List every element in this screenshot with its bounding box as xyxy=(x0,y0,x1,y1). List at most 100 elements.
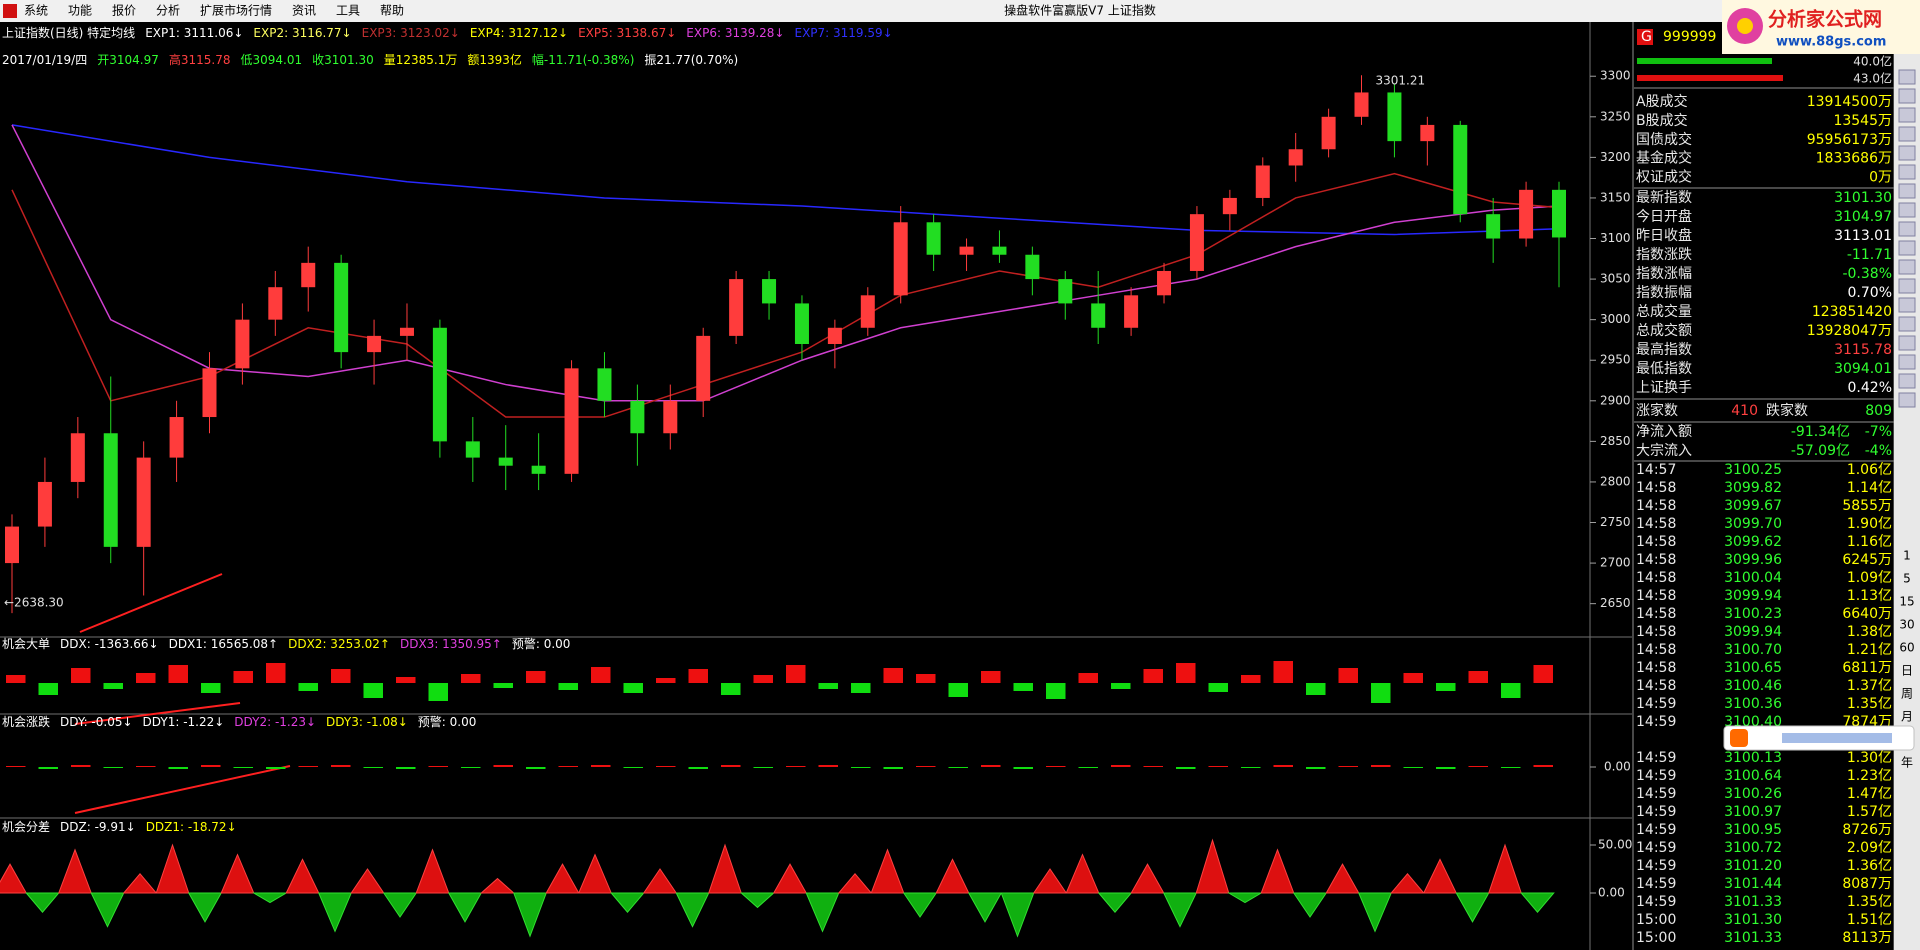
tick-time: 15:00 xyxy=(1636,930,1676,946)
tick-volume: 1.35亿 xyxy=(1847,696,1892,712)
indicator-value: 幅-11.71(-0.38%) xyxy=(532,52,635,67)
row-label: 最高指数 xyxy=(1636,341,1692,358)
menu-item[interactable]: 资讯 xyxy=(292,4,316,18)
menu-bar xyxy=(0,0,1920,22)
menu-item[interactable]: 系统 xyxy=(24,4,48,18)
tick-volume: 6640万 xyxy=(1842,606,1892,622)
side-toolbar xyxy=(1894,22,1920,950)
indicator-bar xyxy=(591,667,611,683)
period-button[interactable]: 5 xyxy=(1903,572,1911,586)
stock-code: 999999 xyxy=(1663,29,1716,45)
row-value: 13545万 xyxy=(1833,113,1892,129)
period-button[interactable]: 周 xyxy=(1901,687,1913,701)
candle-body xyxy=(827,327,842,344)
indicator-spike xyxy=(642,868,678,894)
indicator-bar xyxy=(721,683,741,695)
indicator-bar xyxy=(38,767,58,769)
y-tick-label: 3000 xyxy=(1600,312,1631,326)
indicator-bar xyxy=(233,767,253,768)
period-button[interactable]: 年 xyxy=(1901,756,1913,770)
indicator-value: 2017/01/19/四 xyxy=(2,53,87,67)
tick-time: 14:58 xyxy=(1636,516,1676,532)
tick-price: 3100.46 xyxy=(1724,678,1782,694)
period-button[interactable]: 1 xyxy=(1903,549,1911,563)
row-value: 0万 xyxy=(1869,170,1892,186)
candle-body xyxy=(959,246,974,255)
indicator-spike xyxy=(350,868,385,894)
row-label: 净流入额 xyxy=(1636,424,1692,440)
menu-item[interactable]: 分析 xyxy=(156,4,180,18)
tick-volume: 8726万 xyxy=(1842,822,1892,838)
period-button[interactable]: 30 xyxy=(1899,618,1914,632)
indicator-bar xyxy=(753,767,773,768)
tick-volume: 1.30亿 xyxy=(1847,750,1892,766)
row-label: 权证成交 xyxy=(1636,169,1692,186)
row-value: 3115.78 xyxy=(1834,342,1892,358)
row-value: 95956173万 xyxy=(1807,132,1892,148)
average-line xyxy=(11,124,1560,236)
indicator-spike xyxy=(479,877,516,894)
indicator-spike xyxy=(513,892,547,938)
tick-time: 14:58 xyxy=(1636,678,1676,694)
tick-volume: 1.35亿 xyxy=(1847,894,1892,910)
indicator-spike xyxy=(1357,892,1393,933)
indicator-bar xyxy=(558,766,578,767)
candle-body xyxy=(432,327,447,442)
menu-item[interactable]: 工具 xyxy=(336,4,360,18)
period-button[interactable]: 15 xyxy=(1899,595,1914,609)
indicator-bar xyxy=(883,767,903,769)
candle-body xyxy=(531,465,546,474)
tick-time: 14:58 xyxy=(1636,624,1676,640)
indicator-header: 2017/01/19/四 开3104.97 高3115.78 低3094.01 收310… xyxy=(2,52,738,67)
indicator-bar xyxy=(656,678,676,683)
indicator-spike xyxy=(870,848,905,894)
indicator-bar xyxy=(1338,668,1358,683)
toolbar-icon xyxy=(1898,69,1916,85)
indicator-spike xyxy=(675,892,710,928)
logo: 分析家公式网 www.88gs.com xyxy=(1722,0,1920,54)
tick-time: 14:58 xyxy=(1636,570,1676,586)
candle-body xyxy=(1025,254,1040,280)
indicator-bar xyxy=(1273,661,1293,683)
row-label: 大宗流入 xyxy=(1636,443,1692,459)
indicator-spike xyxy=(1390,873,1425,894)
candle-body xyxy=(992,246,1007,255)
indicator-bar xyxy=(201,683,221,693)
tick-volume: 8087万 xyxy=(1842,876,1892,892)
indicator-spike xyxy=(220,853,255,894)
indicator-bar xyxy=(981,671,1001,683)
row-value: 1833686万 xyxy=(1816,151,1892,167)
menu-item[interactable]: 扩展市场行情 xyxy=(200,3,272,18)
indicator-spike xyxy=(708,843,742,894)
row-value: -7% xyxy=(1865,424,1892,440)
indicator-bar xyxy=(71,765,91,767)
indicator-bar xyxy=(1338,766,1358,767)
toolbar-icon xyxy=(1898,164,1916,180)
tick-volume: 1.06亿 xyxy=(1847,462,1892,478)
tick-volume: 2.09亿 xyxy=(1847,840,1892,856)
menu-item[interactable]: 功能 xyxy=(68,4,92,18)
indicator-spike xyxy=(155,843,190,894)
indicator-value: EXP1: 3111.06↓ xyxy=(145,26,243,40)
menu-item[interactable]: 报价 xyxy=(112,3,136,18)
indicator-spike xyxy=(837,873,873,894)
tick-volume: 6811万 xyxy=(1842,660,1892,676)
indicator-bar xyxy=(981,765,1001,767)
bar-label: 43.0亿 xyxy=(1853,71,1892,86)
indicator-spike xyxy=(1455,892,1490,923)
y-tick-label: 3300 xyxy=(1600,69,1631,83)
indicator-spike xyxy=(285,858,320,894)
toolbar-icon xyxy=(1898,183,1916,199)
tick-time: 14:59 xyxy=(1636,822,1676,838)
candle-body xyxy=(136,457,151,547)
menu-item[interactable]: 帮助 xyxy=(380,4,404,18)
tick-price: 3099.70 xyxy=(1724,516,1782,532)
period-button[interactable]: 月 xyxy=(1901,710,1913,724)
period-button[interactable]: 日 xyxy=(1901,664,1913,678)
indicator-value: DDX: -1363.66↓ xyxy=(60,637,159,651)
period-button[interactable]: 60 xyxy=(1899,641,1914,655)
annotation-arrow xyxy=(79,573,223,633)
toolbar-icon xyxy=(1898,392,1916,408)
indicator-value: DDY: -0.05↓ xyxy=(60,715,133,729)
candle-body xyxy=(367,335,382,353)
